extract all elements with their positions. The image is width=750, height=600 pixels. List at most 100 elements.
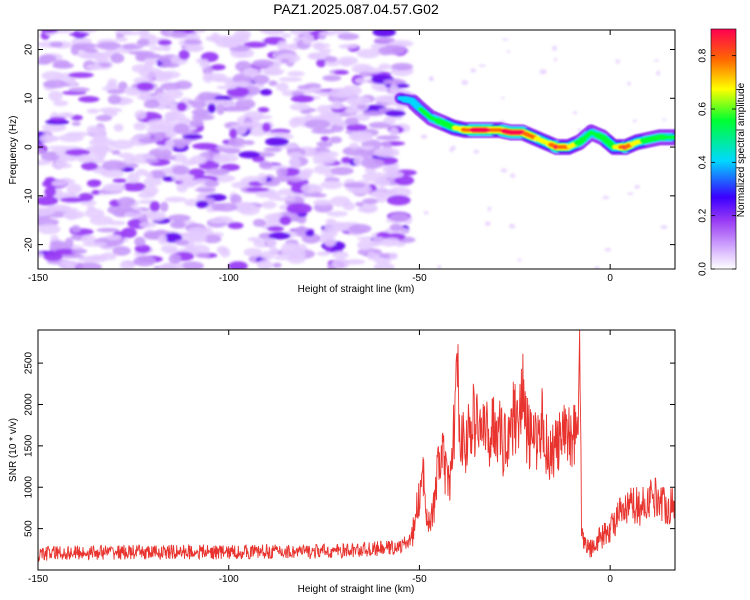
- heatmap-noise-cell: [157, 234, 167, 245]
- y-tick-label: 2500: [24, 352, 35, 375]
- heatmap-noise-cell: [343, 182, 367, 188]
- snr-panel: -150 -100 -50 0 500 1000 1500 2000 2500 Height …: [8, 329, 676, 595]
- heatmap-noise-cell: [90, 157, 106, 164]
- heatmap-noise-cell: [38, 252, 44, 258]
- heatmap-noise-cell: [48, 90, 63, 102]
- heatmap-noise-cell: [312, 159, 336, 165]
- heatmap-noise-cell: [192, 108, 209, 117]
- heatmap-noise-cell: [149, 170, 167, 179]
- heatmap-noise-cell: [345, 124, 368, 132]
- figure-title: PAZ1.2025.087.04.57.G02: [273, 1, 439, 17]
- heatmap-noise-cell: [122, 182, 147, 192]
- heatmap-noise-cell: [102, 160, 127, 172]
- heatmap-noise-cell: [227, 137, 246, 147]
- heatmap-noise-cell: [500, 168, 508, 173]
- heatmap-noise-cell: [374, 37, 395, 43]
- heatmap-noise-cell: [361, 157, 385, 169]
- heatmap-noise-cell: [168, 253, 182, 264]
- heatmap-noise-cell: [313, 199, 333, 206]
- heatmap-noise-cell: [134, 244, 151, 254]
- heatmap-noise-cell: [275, 82, 289, 92]
- heatmap-noise-cell: [90, 146, 114, 153]
- heatmap-noise-cell: [243, 41, 267, 48]
- heatmap-noise-cell: [78, 96, 100, 103]
- heatmap-noise-cell: [245, 187, 270, 192]
- snr-x-axis-label: Height of straight line (km): [298, 584, 415, 595]
- heatmap-noise-cell: [148, 148, 173, 158]
- heatmap-noise-cell: [149, 46, 170, 51]
- x-tick-label: -100: [219, 574, 239, 585]
- heatmap-noise-cell: [429, 77, 434, 82]
- heatmap-noise-cell: [59, 260, 71, 268]
- heatmap-noise-cell: [517, 259, 522, 262]
- heatmap-noise-cell: [357, 206, 376, 213]
- heatmap-noise-cell: [96, 227, 120, 233]
- heatmap-noise-cell: [107, 94, 122, 105]
- heatmap-noise-cell: [301, 33, 314, 45]
- heatmap-noise-cell: [389, 83, 399, 94]
- x-tick-label: -100: [219, 273, 239, 284]
- heatmap-noise-cell: [337, 56, 359, 66]
- heatmap-noise-cell: [362, 110, 385, 117]
- heatmap-noise-cell: [251, 59, 274, 68]
- heatmap-noise-cell: [247, 237, 261, 242]
- heatmap-noise-cell: [143, 185, 159, 196]
- heatmap-noise-cell: [394, 175, 415, 186]
- heatmap-noise-cell: [473, 149, 480, 154]
- heatmap-noise-cell: [338, 44, 358, 49]
- heatmap-noise-cell: [38, 54, 57, 64]
- heatmap-noise-cell: [506, 50, 511, 53]
- heatmap-noise-cell: [277, 40, 288, 52]
- heatmap-noise-cell: [96, 41, 122, 50]
- heatmap-noise-cell: [260, 250, 275, 260]
- heatmap-noise-cell: [479, 64, 486, 67]
- heatmap-noise-cell: [71, 121, 81, 126]
- heatmap-noise-cell: [304, 119, 331, 130]
- heatmap-noise-cell: [211, 64, 226, 71]
- heatmap-noise-cell: [76, 30, 98, 33]
- heatmap-noise-cell: [38, 207, 55, 217]
- heatmap-noise-cell: [178, 49, 190, 60]
- heatmap-noise-cell: [297, 225, 307, 234]
- heatmap-noise-cell: [134, 236, 146, 247]
- heatmap-noise-cell: [47, 145, 71, 150]
- heatmap-noise-cell: [117, 197, 136, 207]
- heatmap-noise-cell: [470, 68, 477, 73]
- heatmap-y-axis-label: Frequency (Hz): [8, 116, 19, 185]
- heatmap-noise-cell: [261, 201, 277, 209]
- heatmap-noise-cell: [143, 178, 163, 186]
- heatmap-noise-cell: [255, 83, 265, 89]
- heatmap-noise-cell: [38, 223, 61, 235]
- y-tick-label: 20: [24, 44, 35, 56]
- heatmap-noise-cell: [91, 189, 100, 195]
- heatmap-noise-cell: [91, 179, 102, 185]
- heatmap-noise-cell: [164, 111, 176, 123]
- heatmap-noise-cell: [660, 225, 668, 229]
- heatmap-noise-cell: [265, 137, 289, 147]
- heatmap-noise-cell: [275, 175, 290, 183]
- heatmap-noise-cell: [49, 41, 63, 48]
- heatmap-noise-cell: [194, 187, 217, 193]
- heatmap-noise-cell: [167, 214, 191, 222]
- heatmap-noise-cell: [227, 222, 244, 229]
- heatmap-noise-cell: [53, 59, 71, 68]
- heatmap-noise-cell: [553, 57, 558, 62]
- heatmap-noise-cell: [662, 118, 667, 121]
- heatmap-noise-cell: [326, 210, 348, 217]
- heatmap-noise-cell: [171, 153, 187, 163]
- heatmap-noise-cell: [238, 122, 264, 128]
- heatmap-noise-cell: [383, 79, 407, 85]
- x-tick-label: 0: [607, 273, 613, 284]
- heatmap-noise-cell: [176, 183, 188, 193]
- heatmap-ridge-cell: [672, 135, 675, 140]
- heatmap-noise-cell: [138, 67, 164, 79]
- heatmap-noise-cell: [316, 141, 333, 148]
- colorbar-tick-label: 0.8: [698, 48, 709, 62]
- heatmap-noise-cell: [216, 104, 225, 115]
- heatmap-noise-cell: [386, 195, 411, 206]
- heatmap-noise-cell: [361, 172, 388, 182]
- heatmap-noise-cell: [40, 151, 60, 162]
- heatmap-noise-cell: [202, 234, 222, 244]
- heatmap-noise-cell: [193, 30, 206, 33]
- heatmap-noise-cell: [107, 220, 126, 226]
